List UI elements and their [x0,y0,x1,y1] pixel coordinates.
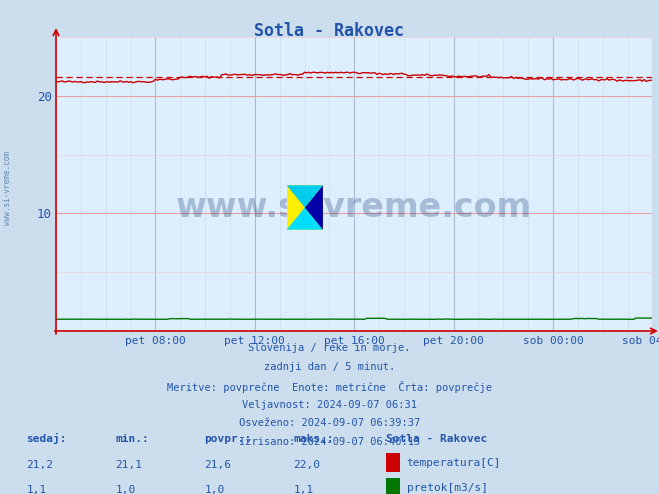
Text: maks.:: maks.: [293,434,333,444]
Polygon shape [287,207,323,230]
Text: Meritve: povprečne  Enote: metrične  Črta: povprečje: Meritve: povprečne Enote: metrične Črta:… [167,381,492,393]
Text: 1,1: 1,1 [293,485,314,494]
Text: Osveženo: 2024-09-07 06:39:37: Osveženo: 2024-09-07 06:39:37 [239,418,420,428]
Polygon shape [304,185,323,230]
Text: Veljavnost: 2024-09-07 06:31: Veljavnost: 2024-09-07 06:31 [242,400,417,410]
Text: www.si-vreme.com: www.si-vreme.com [176,191,532,224]
Text: 21,1: 21,1 [115,460,142,470]
Text: min.:: min.: [115,434,149,444]
Text: 1,0: 1,0 [204,485,225,494]
Text: 1,0: 1,0 [115,485,136,494]
Text: 21,2: 21,2 [26,460,53,470]
Text: zadnji dan / 5 minut.: zadnji dan / 5 minut. [264,362,395,372]
Text: www.si-vreme.com: www.si-vreme.com [3,151,13,225]
Text: povpr.:: povpr.: [204,434,252,444]
Text: sedaj:: sedaj: [26,433,67,444]
Text: 1,1: 1,1 [26,485,47,494]
Polygon shape [287,185,323,207]
Text: pretok[m3/s]: pretok[m3/s] [407,483,488,493]
Text: Sotla - Rakovec: Sotla - Rakovec [254,22,405,40]
Text: Izrisano: 2024-09-07 06:40:13: Izrisano: 2024-09-07 06:40:13 [239,437,420,447]
Text: 22,0: 22,0 [293,460,320,470]
Text: 21,6: 21,6 [204,460,231,470]
Text: temperatura[C]: temperatura[C] [407,458,501,468]
Text: Sotla - Rakovec: Sotla - Rakovec [386,434,487,444]
Text: Slovenija / reke in morje.: Slovenija / reke in morje. [248,343,411,353]
